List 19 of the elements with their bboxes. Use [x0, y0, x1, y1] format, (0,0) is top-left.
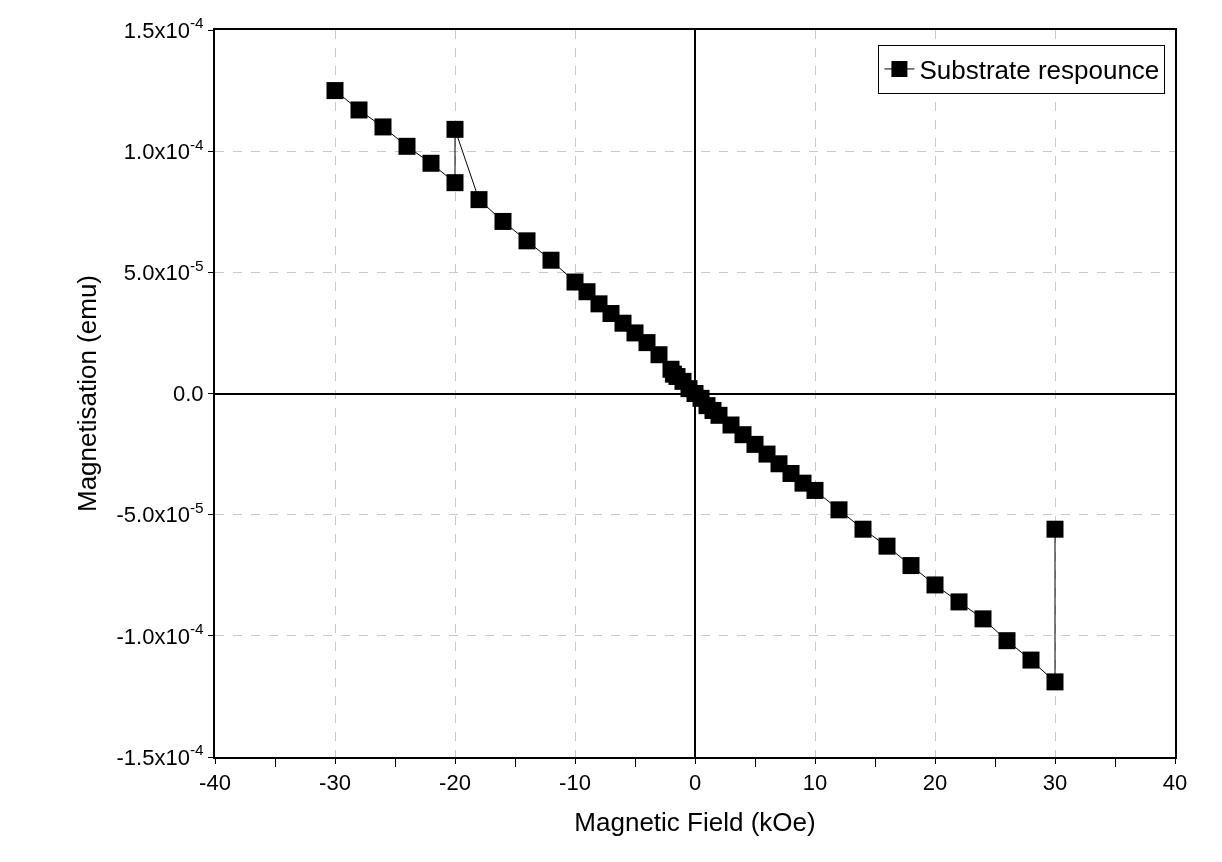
x-tick-label: 10: [802, 770, 828, 796]
y-tick-label: 1.5x10$^{-4}$: [123, 14, 205, 43]
y-tick-label: -1.5x10$^{-4}$: [116, 741, 205, 770]
x-tick-label: 0: [688, 770, 702, 796]
x-tick-label: 30: [1042, 770, 1068, 796]
y-tick-label: 1.0x10$^{-4}$: [123, 135, 205, 164]
legend-label: Substrate respounce: [919, 55, 1160, 86]
y-tick-label: -5.0x10$^{-5}$: [116, 499, 204, 528]
x-tick-label: 40: [1162, 770, 1188, 796]
y-axis-title: Magnetisation (emu): [72, 275, 103, 512]
x-tick-label: 20: [922, 770, 948, 796]
x-tick-label: -10: [559, 770, 591, 796]
y-tick-label: 0.0: [173, 381, 204, 407]
y-tick-label: -1.0x10$^{-4}$: [116, 620, 205, 649]
x-tick-label: -20: [439, 770, 471, 796]
x-axis-title: Magnetic Field (kOe): [574, 806, 816, 837]
y-tick-label: 5.0x10$^{-5}$: [123, 256, 204, 286]
x-tick-label: -30: [319, 770, 351, 796]
x-tick-label: -40: [199, 770, 231, 796]
